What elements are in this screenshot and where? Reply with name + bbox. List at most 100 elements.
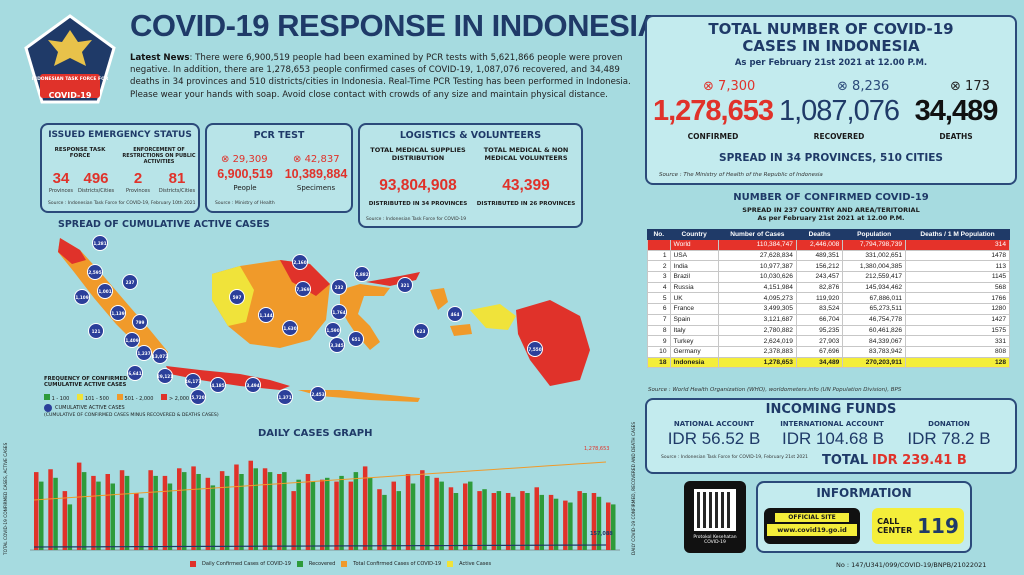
table-cell: 7 [647, 313, 671, 326]
daily-recovered-bar [425, 475, 430, 550]
table-cell: 27,628,834 [717, 249, 797, 262]
legend-item: 101 - 500 [77, 394, 109, 402]
table-cell: 1478 [905, 249, 1010, 262]
official-site-link[interactable]: OFFICIAL SITE www.covid19.go.id [764, 508, 860, 544]
daily-confirmed-bar [48, 469, 53, 550]
table-cell: 2,624,019 [717, 335, 797, 347]
pcr-test-panel: PCR TEST ⊗ 29,309 ⊗ 42,837 6,900,519 10,… [205, 123, 353, 213]
daily-recovered-bar [239, 474, 244, 550]
incoming-funds-panel: INCOMING FUNDS NATIONAL ACCOUNT INTERNAT… [645, 398, 1017, 474]
table-cell: Spain [669, 313, 719, 326]
table-cell: 119,920 [795, 292, 844, 305]
restriction-provinces: 2 [133, 170, 143, 187]
daily-recovered-bar [153, 475, 158, 550]
case-bubble: 1,409 [124, 332, 140, 348]
daily-confirmed-bar [548, 494, 554, 550]
news-label: Latest News [130, 53, 190, 63]
table-cell: 145,934,462 [842, 281, 907, 294]
confirmed-label: CONFIRMED [687, 132, 739, 141]
case-bubble: 1,237 [136, 345, 152, 361]
call-center-button[interactable]: CALL CENTER 119 [872, 508, 964, 544]
table-cell: 2 [647, 260, 671, 273]
case-bubble: 623 [413, 323, 429, 339]
daily-recovered-bar [267, 472, 273, 550]
table-cell: 83,783,942 [842, 345, 907, 358]
daily-confirmed-bar [520, 491, 525, 550]
official-site-url[interactable]: www.covid19.go.id [767, 524, 857, 536]
pcr-specimens: 10,389,884 [284, 167, 348, 181]
funds-total: IDR 239.41 B [872, 453, 967, 468]
daily-recovered-bar [596, 496, 602, 550]
up-icon: ⊗ [837, 79, 848, 94]
map-papua [516, 300, 590, 386]
table-cell: Germany [669, 345, 719, 358]
case-bubble: 597 [229, 289, 245, 305]
daily-recovered-bar [296, 479, 301, 550]
logistics-source: Source : Indonesian Task Force for COVID… [366, 217, 467, 222]
legend-label: > 2,000 [169, 396, 190, 402]
case-bubble: 1,109 [74, 289, 90, 305]
official-site-label: OFFICIAL SITE [775, 513, 849, 522]
news-text: : There were 6,900,519 people had been e… [130, 53, 631, 100]
daily-recovered-bar [224, 475, 230, 550]
daily-recovered-bar [439, 481, 444, 550]
daily-confirmed-bar [362, 466, 368, 550]
task-force-title: RESPONSE TASK FORCE [54, 147, 106, 159]
daily-recovered-bar [568, 502, 573, 550]
table-cell: 3 [647, 271, 671, 283]
world-source: Source : World Health Organization (WHO)… [648, 387, 902, 393]
daily-confirmed-bar [606, 502, 611, 550]
daily-confirmed-bar [191, 466, 196, 550]
map-maluku [430, 288, 472, 336]
recovered-label: RECOVERED [813, 132, 865, 141]
table-cell: 3,121,687 [717, 313, 797, 326]
indonesia-map [58, 238, 590, 402]
qr-code-icon[interactable] [694, 489, 736, 531]
table-cell: 4 [647, 281, 671, 294]
specimens-increase: ⊗ 42,837 [293, 154, 340, 165]
daily-recovered-bar [453, 493, 459, 550]
donation-value: IDR 78.2 B [907, 429, 991, 448]
up-icon: ⊗ [950, 79, 961, 94]
daily-recovered-bar [67, 504, 73, 550]
daily-confirmed-bar [534, 487, 539, 550]
people-increase: ⊗ 29,309 [221, 154, 268, 165]
legend-label: 1 - 100 [51, 396, 70, 402]
table-cell [647, 239, 671, 251]
daily-recovered-bar [339, 475, 344, 550]
circle-note: (CUMULATIVE OF CONFIRMED CASES MINUS REC… [44, 413, 219, 418]
deaths-label: DEATHS [939, 132, 973, 141]
legend-swatch [190, 561, 196, 567]
table-cell: 1,278,653 [717, 356, 797, 369]
daily-recovered-bar [53, 477, 58, 550]
case-bubble: 5,720 [190, 389, 206, 405]
table-cell: 8 [647, 324, 671, 337]
volunteers-title: TOTAL MEDICAL & NON MEDICAL VOLUNTEERS [483, 146, 569, 162]
volunteers-value: 43,399 [502, 177, 550, 194]
legend-swatch [296, 561, 303, 567]
table-cell: 1766 [905, 292, 1010, 305]
confirmed-total: 1,278,653 [652, 95, 774, 127]
daily-confirmed-bar [76, 462, 82, 550]
table-cell: Brazil [669, 271, 719, 283]
legend-label: Total Confirmed Cases of COVID-19 [353, 561, 442, 567]
qr-panel[interactable]: Protokol Kesehatan COVID-19 [684, 481, 746, 553]
case-bubble: 121 [88, 323, 104, 339]
table-row: 1 USA 27,628,834 489,351 331,002,651 1478 [647, 249, 1010, 262]
pcr-title: PCR TEST [253, 130, 305, 141]
legend-label: Active Cases [459, 561, 492, 567]
case-bubble: 6,641 [127, 365, 143, 381]
countries-table: No. Country Number of Cases Deaths Popul… [647, 229, 1010, 369]
case-bubble: 799 [132, 314, 148, 330]
table-cell: 2,780,882 [717, 324, 797, 337]
funds-total-label: TOTAL [822, 453, 869, 468]
daily-confirmed-bar [119, 470, 125, 550]
table-row: 2 India 10,977,387 156,212 1,380,004,385 113 [647, 260, 1010, 273]
table-cell: 128 [905, 356, 1010, 369]
daily-confirmed-bar [434, 477, 439, 550]
daily-recovered-bar [382, 494, 387, 550]
world-as-of: As per February 21st 2021 at 12.00 P.M. [757, 214, 905, 222]
national-value: IDR 56.52 B [667, 429, 761, 448]
daily-recovered-bar [611, 504, 616, 550]
map-sulawesi-north [366, 272, 420, 286]
